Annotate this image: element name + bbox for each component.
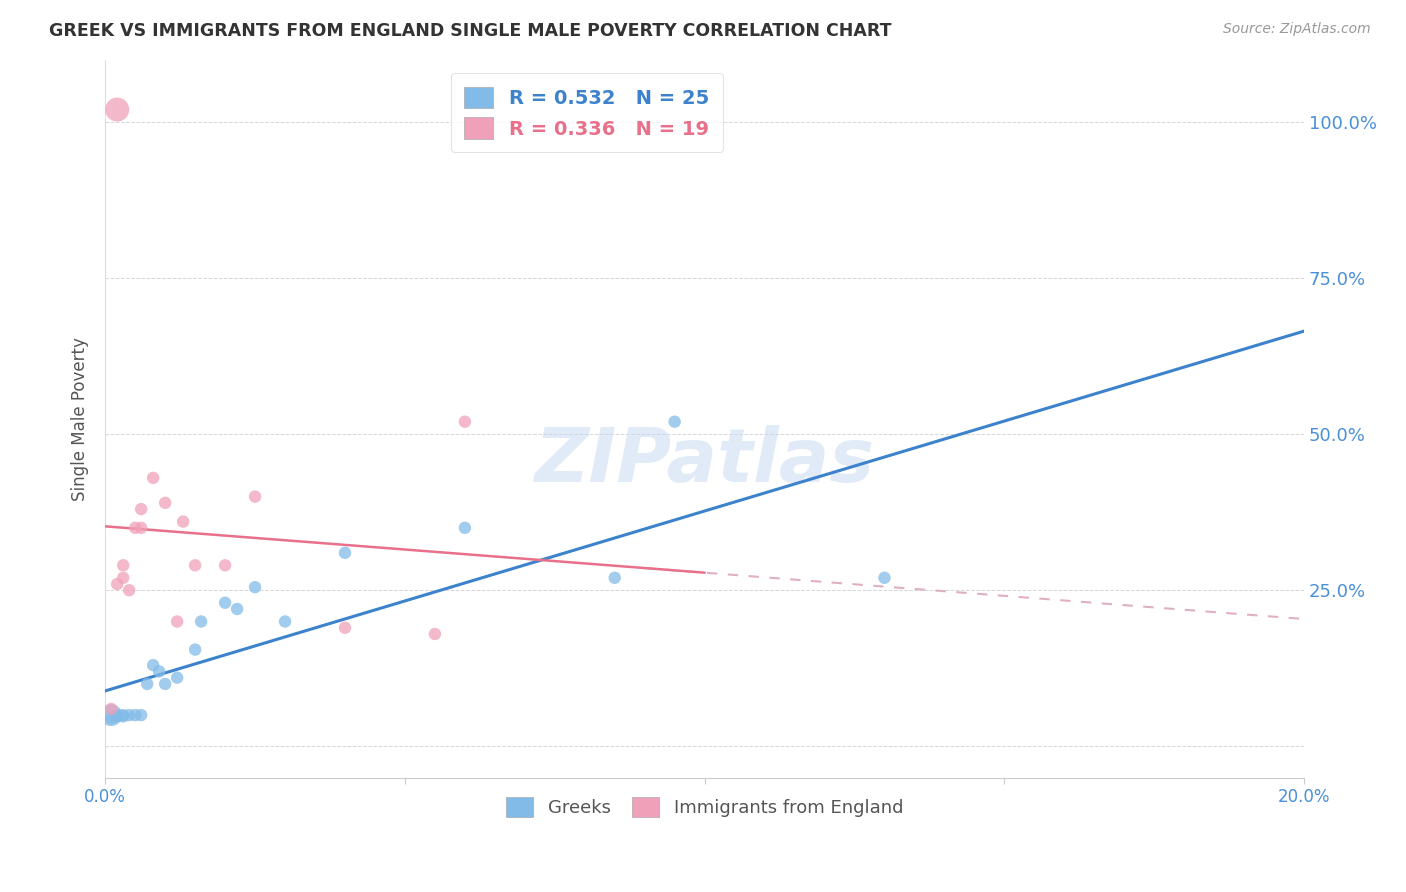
Point	[226, 602, 249, 616]
Point	[454, 521, 477, 535]
Point	[118, 583, 141, 598]
Text: ZIPatlas: ZIPatlas	[534, 425, 875, 498]
Point	[118, 708, 141, 723]
Point	[105, 709, 128, 723]
Point	[172, 515, 194, 529]
Y-axis label: Single Male Poverty: Single Male Poverty	[72, 336, 89, 500]
Point	[136, 677, 159, 691]
Point	[214, 558, 236, 573]
Point	[100, 711, 122, 725]
Text: Source: ZipAtlas.com: Source: ZipAtlas.com	[1223, 22, 1371, 37]
Point	[423, 627, 446, 641]
Point	[333, 546, 356, 560]
Point	[166, 615, 188, 629]
Point	[100, 708, 122, 723]
Point	[105, 577, 128, 591]
Point	[274, 615, 297, 629]
Point	[112, 708, 135, 723]
Point	[112, 709, 135, 723]
Point	[603, 571, 626, 585]
Point	[124, 521, 146, 535]
Point	[153, 677, 176, 691]
Point	[142, 658, 165, 673]
Point	[153, 496, 176, 510]
Point	[129, 502, 152, 516]
Point	[112, 558, 135, 573]
Point	[184, 642, 207, 657]
Point	[112, 571, 135, 585]
Point	[243, 490, 266, 504]
Point	[664, 415, 686, 429]
Text: GREEK VS IMMIGRANTS FROM ENGLAND SINGLE MALE POVERTY CORRELATION CHART: GREEK VS IMMIGRANTS FROM ENGLAND SINGLE …	[49, 22, 891, 40]
Point	[214, 596, 236, 610]
Point	[190, 615, 212, 629]
Point	[148, 665, 170, 679]
Point	[129, 708, 152, 723]
Legend: Greeks, Immigrants from England: Greeks, Immigrants from England	[496, 788, 912, 826]
Point	[333, 621, 356, 635]
Point	[184, 558, 207, 573]
Point	[105, 708, 128, 723]
Point	[454, 415, 477, 429]
Point	[873, 571, 896, 585]
Point	[105, 103, 128, 117]
Point	[142, 471, 165, 485]
Point	[129, 521, 152, 535]
Point	[124, 708, 146, 723]
Point	[100, 702, 122, 716]
Point	[166, 671, 188, 685]
Point	[243, 580, 266, 594]
